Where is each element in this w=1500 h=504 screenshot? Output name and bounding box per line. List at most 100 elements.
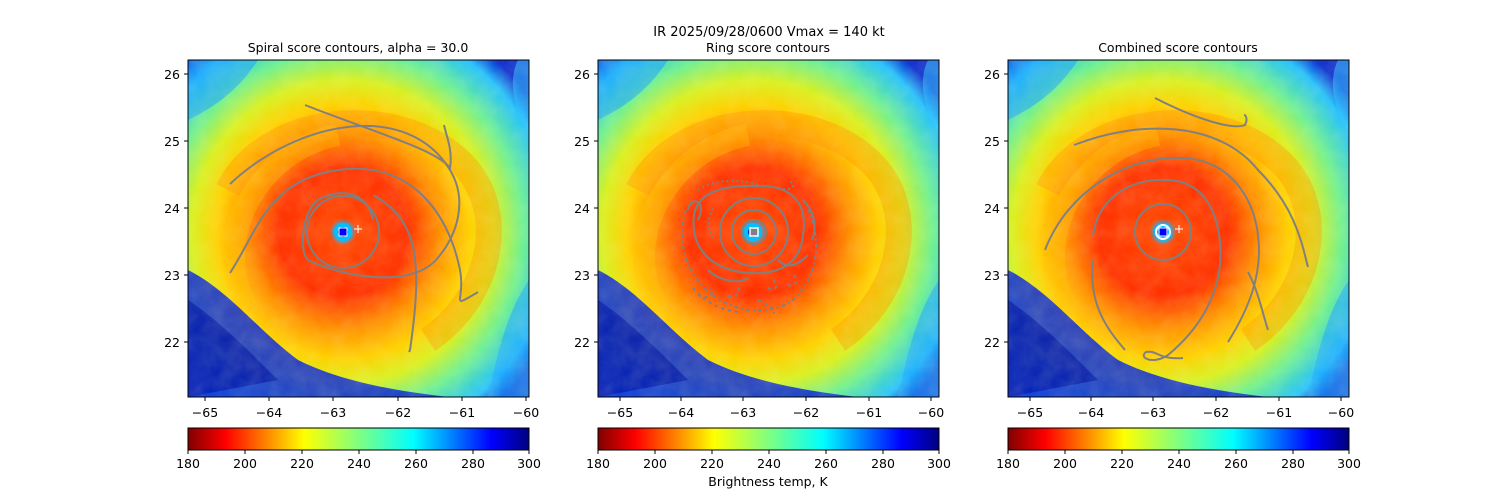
panel-title: Ring score contours — [706, 40, 830, 55]
y-tick-label: 23 — [574, 268, 590, 283]
colorbar: 180 200 220 240 260 280 300 — [996, 427, 1361, 471]
panel-title: Combined score contours — [1098, 40, 1258, 55]
x-axis: −65 −64 −63 −62 −61 −60 — [192, 397, 539, 420]
contour-outer-broken — [692, 273, 798, 314]
x-tick-label: −64 — [256, 405, 282, 420]
panel-ring: Ring score contours −65 −64 −63 −62 −61 … — [574, 40, 951, 489]
colorbar-tick-label: 200 — [233, 456, 257, 471]
contour-spiral-5 — [1247, 271, 1269, 331]
y-axis: 22 23 24 25 26 — [164, 67, 188, 350]
colorbar-tick-label: 260 — [404, 456, 428, 471]
colorbar: 180 200 220 240 260 280 300 Brightness t… — [586, 427, 951, 489]
x-tick-label: −61 — [1266, 405, 1292, 420]
y-tick-label: 24 — [984, 201, 1000, 216]
colorbar-tick-label: 220 — [1110, 456, 1134, 471]
colorbar-tick-label: 180 — [586, 456, 610, 471]
colorbar-tick-label: 280 — [461, 456, 485, 471]
x-tick-label: −60 — [513, 405, 539, 420]
spiral-contours — [229, 104, 479, 353]
contour-ring-irregular — [692, 184, 805, 275]
heatmap-image — [598, 60, 939, 397]
panel-combined: Combined score contours −65 −64 −63 −62 … — [984, 40, 1361, 471]
colorbar-tick-label: 260 — [814, 456, 838, 471]
y-axis: 22 23 24 25 26 — [574, 67, 598, 350]
panel-spiral: Spiral score contours, alpha = 30.0 −65 … — [164, 40, 541, 471]
y-axis: 22 23 24 25 26 — [984, 67, 1008, 350]
colorbar-tick-label: 280 — [1281, 456, 1305, 471]
contour-ring-irregular — [687, 199, 816, 283]
x-axis: −65 −64 −63 −62 −61 −60 — [607, 397, 944, 420]
y-tick-label: 25 — [164, 134, 180, 149]
colorbar-tick-label: 240 — [1167, 456, 1191, 471]
y-tick-label: 22 — [164, 335, 180, 350]
y-tick-label: 26 — [164, 67, 180, 82]
combined-contours — [1044, 97, 1309, 362]
y-tick-label: 24 — [574, 201, 590, 216]
colorbar-tick-label: 300 — [517, 456, 541, 471]
colorbar-tick-label: 240 — [757, 456, 781, 471]
colorbar: 180 200 220 240 260 280 300 — [176, 427, 541, 471]
contour-outer-broken — [697, 179, 795, 241]
colorbar-tick-label: 200 — [1053, 456, 1077, 471]
panel-title: Spiral score contours, alpha = 30.0 — [248, 40, 469, 55]
contour-spiral-2 — [304, 104, 452, 171]
reference-marker — [1175, 225, 1183, 233]
y-tick-label: 26 — [574, 67, 590, 82]
x-tick-label: −61 — [449, 405, 475, 420]
figure-title: IR 2025/09/28/0600 Vmax = 140 kt — [653, 25, 884, 40]
x-tick-label: −63 — [730, 405, 756, 420]
colorbar-tick-label: 200 — [643, 456, 667, 471]
contour-spiral-1 — [1154, 97, 1248, 128]
colorbar-tick-label: 240 — [347, 456, 371, 471]
colorbar-tick-label: 300 — [927, 456, 951, 471]
y-tick-label: 23 — [164, 268, 180, 283]
x-tick-label: −60 — [1328, 405, 1354, 420]
contour-spiral-4 — [372, 194, 418, 353]
colorbar-tick-label: 220 — [700, 456, 724, 471]
colorbar-tick-label: 300 — [1337, 456, 1361, 471]
x-tick-label: −63 — [320, 405, 346, 420]
x-tick-label: −65 — [607, 405, 633, 420]
y-tick-label: 22 — [574, 335, 590, 350]
y-tick-label: 22 — [984, 335, 1000, 350]
contour-ring — [731, 209, 777, 255]
y-tick-label: 25 — [984, 134, 1000, 149]
x-axis: −65 −64 −63 −62 −61 −60 — [1017, 397, 1354, 420]
x-tick-label: −65 — [192, 405, 218, 420]
colorbar-tick-label: 220 — [290, 456, 314, 471]
ring-contours — [681, 179, 817, 314]
x-tick-label: −65 — [1017, 405, 1043, 420]
reference-marker — [354, 225, 362, 233]
colorbar-tick-label: 260 — [1224, 456, 1248, 471]
eye-center-marker — [749, 227, 759, 237]
y-tick-label: 26 — [984, 67, 1000, 82]
contour-inner-ring — [306, 195, 380, 269]
contour-inner-ring — [1134, 203, 1192, 261]
x-tick-label: −64 — [668, 405, 694, 420]
x-tick-label: −62 — [1203, 405, 1229, 420]
x-tick-label: −61 — [856, 405, 882, 420]
colorbar-label: Brightness temp, K — [708, 474, 828, 489]
center-halo — [1155, 224, 1171, 240]
y-tick-label: 23 — [984, 268, 1000, 283]
x-tick-label: −62 — [793, 405, 819, 420]
contour-ring — [719, 197, 789, 267]
contour-ring — [741, 219, 767, 245]
contour-spiral-4 — [1091, 178, 1222, 362]
colorbar-tick-label: 280 — [871, 456, 895, 471]
eye-center-marker — [338, 227, 348, 237]
x-tick-label: −64 — [1078, 405, 1104, 420]
x-tick-label: −62 — [385, 405, 411, 420]
eye-center-marker — [1158, 227, 1168, 237]
contour-spiral-3 — [229, 167, 479, 302]
contour-spiral-2 — [1073, 127, 1309, 268]
contour-outer-broken — [681, 209, 817, 312]
contour-spiral-1 — [229, 125, 461, 279]
x-tick-label: −63 — [1140, 405, 1166, 420]
colorbar-tick-label: 180 — [176, 456, 200, 471]
colorbar-tick-label: 180 — [996, 456, 1020, 471]
y-tick-label: 24 — [164, 201, 180, 216]
y-tick-label: 25 — [574, 134, 590, 149]
x-tick-label: −60 — [918, 405, 944, 420]
